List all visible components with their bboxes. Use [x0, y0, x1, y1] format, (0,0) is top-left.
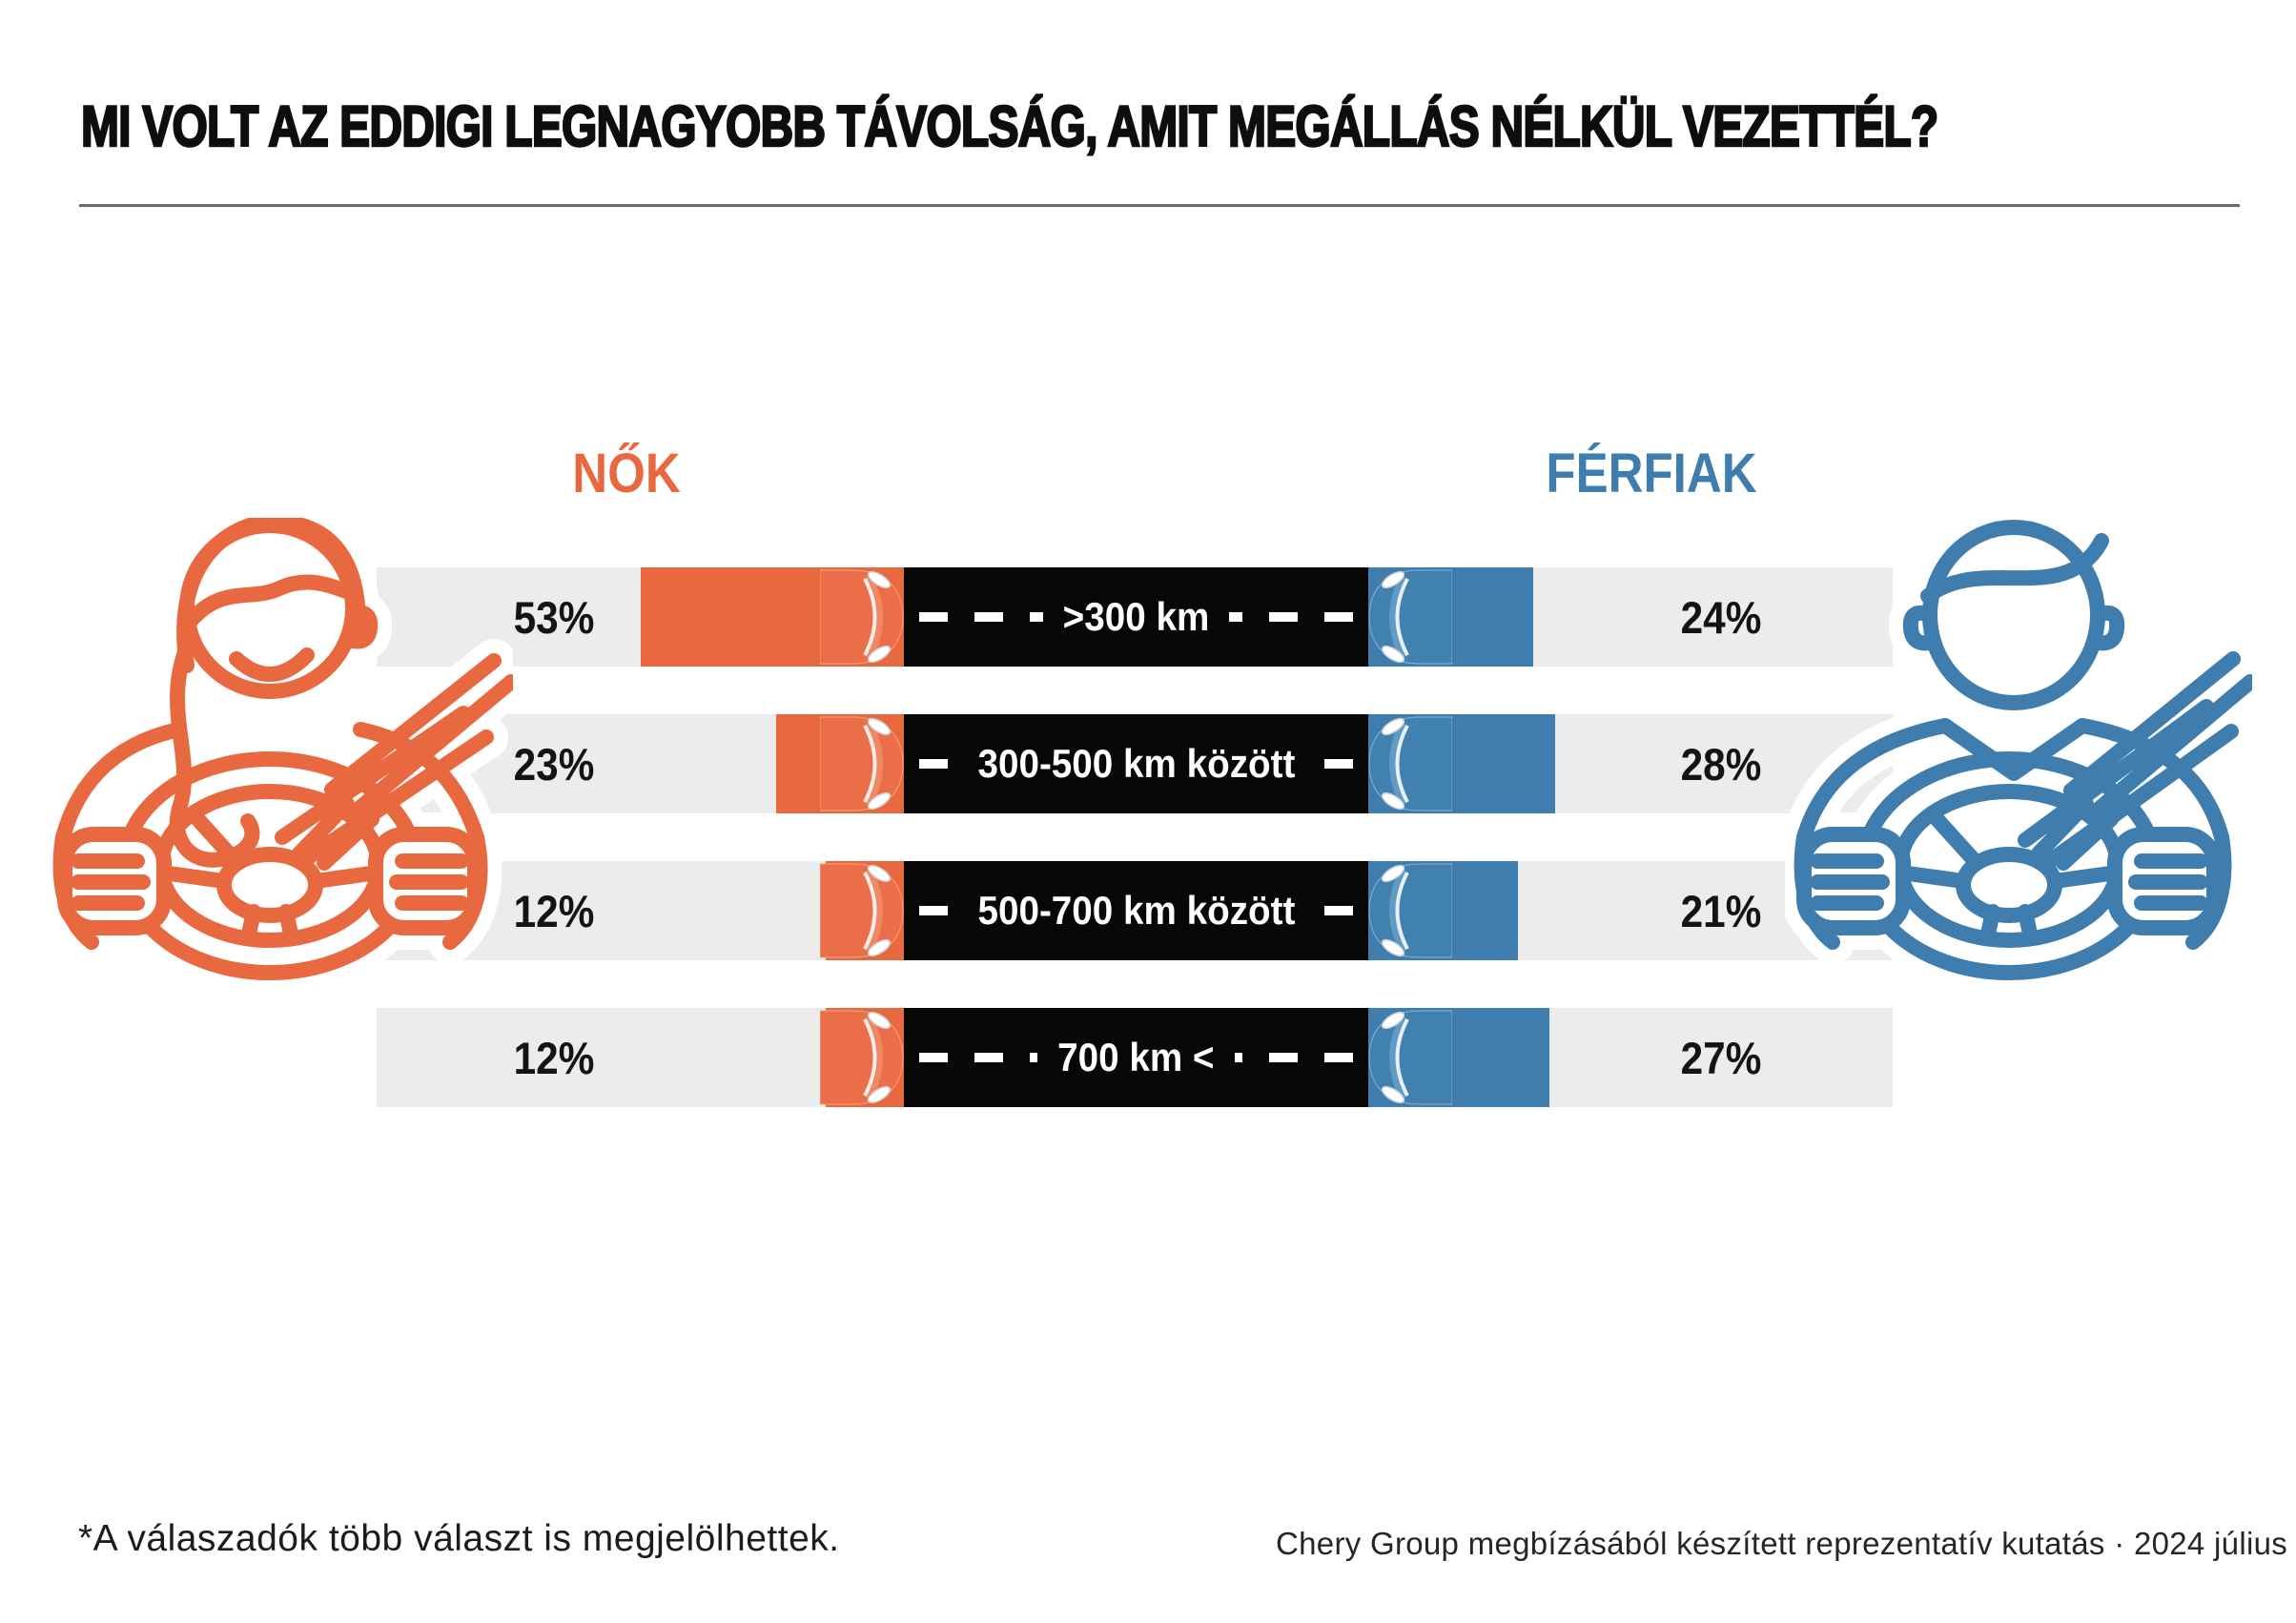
distance-label: 700 km < — [1057, 1035, 1215, 1079]
legend-men-label: FÉRFIAK — [1546, 442, 1757, 504]
women-pct: 53% — [513, 591, 595, 643]
page-title: MI VOLT AZ EDDIGI LEGNAGYOBB TÁVOLSÁG, A… — [80, 93, 1939, 160]
chart-row: 700 km < 12% 27% — [377, 1008, 1893, 1107]
distance-label: 500-700 km között — [977, 888, 1295, 933]
chart-row: >300 km 53% 24% — [377, 567, 1893, 667]
distance-label: 300-500 km között — [977, 741, 1295, 786]
road-dash-line — [1234, 1053, 1353, 1062]
blue-car-icon — [1368, 861, 1452, 960]
orange-car-icon — [820, 1008, 904, 1107]
blue-car-icon — [1368, 567, 1452, 667]
road-segment: >300 km — [904, 567, 1368, 667]
road-dash-line — [1322, 906, 1354, 915]
road-segment: 700 km < — [904, 1008, 1368, 1107]
men-pct: 28% — [1680, 738, 1762, 790]
chart-row: 500-700 km között 12% 21% — [377, 861, 1893, 960]
orange-car-icon — [820, 567, 904, 667]
men-pct: 27% — [1680, 1032, 1762, 1083]
orange-car-icon — [820, 861, 904, 960]
blue-car-icon — [1368, 1008, 1452, 1107]
legend-women-label: NŐK — [572, 442, 681, 504]
woman-driver-illustration — [46, 518, 513, 1195]
chart-row: 300-500 km között 23% 28% — [377, 714, 1893, 813]
men-pct: 21% — [1680, 885, 1762, 936]
road-dash-line — [919, 1053, 1038, 1062]
road-segment: 300-500 km között — [904, 714, 1368, 813]
road-dash-line — [919, 906, 951, 915]
road-dash-line — [919, 759, 951, 769]
men-pct: 24% — [1680, 591, 1762, 643]
man-driver-illustration — [1785, 518, 2252, 1195]
road-segment: 500-700 km között — [904, 861, 1368, 960]
source-credit: Chery Group megbízásából készített repre… — [1276, 1526, 2288, 1561]
road-dash-line — [1229, 612, 1354, 622]
blue-car-icon — [1368, 714, 1452, 813]
orange-car-icon — [820, 714, 904, 813]
road-dash-line — [919, 612, 1044, 622]
women-pct: 23% — [513, 738, 595, 790]
road-dash-line — [1322, 759, 1354, 769]
women-pct: 12% — [513, 1032, 595, 1083]
women-pct: 12% — [513, 885, 595, 936]
title-divider — [79, 204, 2240, 207]
footnote: *A válaszadók több választ is megjelölhe… — [78, 1518, 840, 1559]
distance-label: >300 km — [1062, 594, 1210, 639]
